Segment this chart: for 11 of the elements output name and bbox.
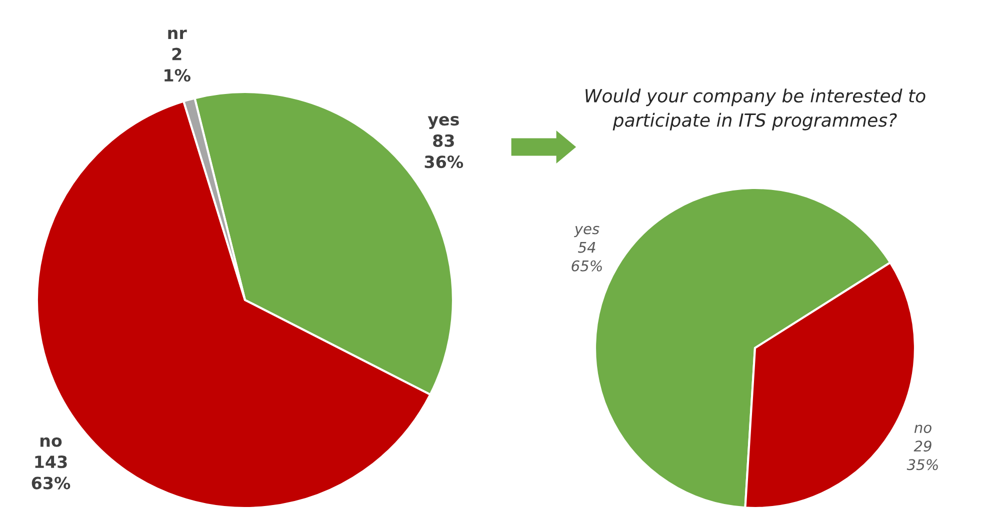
- data-label: 83 36%: [424, 134, 464, 168]
- slice-label: no: [914, 424, 932, 434]
- data-label: 54 65%: [572, 242, 602, 272]
- data-label: 143 63%: [32, 456, 70, 490]
- slice-label: no: [40, 437, 62, 447]
- slice-label: yes: [574, 226, 600, 238]
- data-label: 29 35%: [906, 440, 938, 470]
- data-label: 2 1%: [164, 48, 190, 82]
- chart-title: Would your company be interested to participate in ITS programmes?: [586, 88, 926, 130]
- slice-label: yes: [428, 116, 459, 129]
- slice-label: nr: [168, 30, 187, 39]
